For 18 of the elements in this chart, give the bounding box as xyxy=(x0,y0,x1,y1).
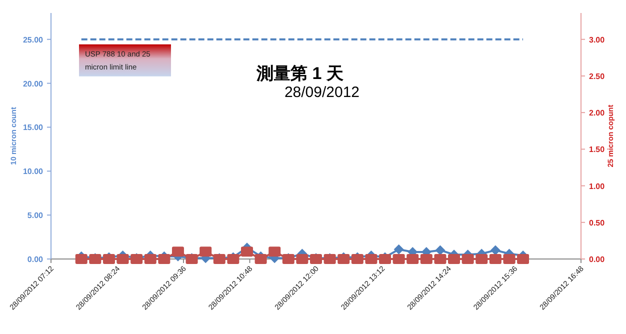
y-tick-label: 20.00 xyxy=(22,79,44,88)
y-tick-label: 10.00 xyxy=(22,167,44,176)
y2-tick-label: 3.00 xyxy=(589,35,606,44)
point xyxy=(435,245,446,256)
y2-tick-label: 0.00 xyxy=(589,255,606,264)
y-tick-label: 15.00 xyxy=(22,123,44,132)
point xyxy=(490,245,500,256)
y-tick-label: 5.00 xyxy=(27,211,44,220)
y2-tick-label: 0.50 xyxy=(589,218,606,228)
text: 28/09/2012 xyxy=(284,84,360,101)
text: 測量第 1 天 xyxy=(256,64,344,83)
y2-tick-label: 2.50 xyxy=(589,72,606,81)
y2-tick-label: 1.00 xyxy=(589,182,606,191)
y-tick-label: 0.00 xyxy=(27,255,44,264)
y2-tick-label: 2.00 xyxy=(589,108,606,118)
y2-tick-label: 1.50 xyxy=(589,145,606,154)
y-tick-label: 25.00 xyxy=(22,35,44,44)
point xyxy=(394,244,404,254)
